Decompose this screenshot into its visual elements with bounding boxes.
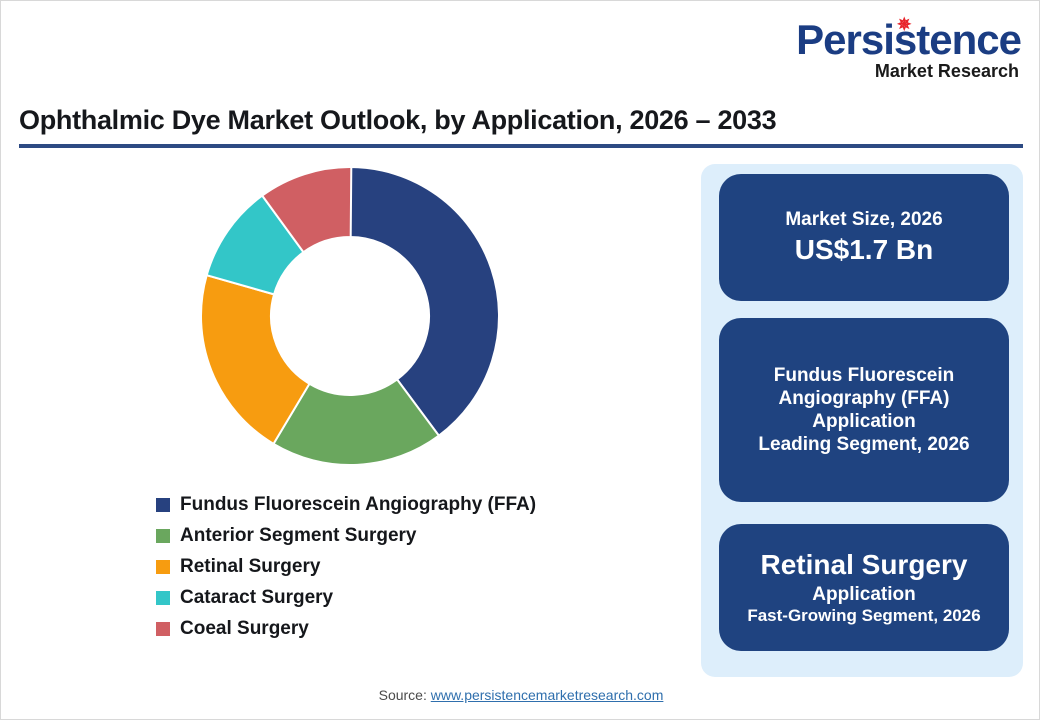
donut-slice[interactable] [349,166,500,438]
donut-chart-svg [200,166,500,466]
brand-tagline: Market Research [874,61,1019,81]
brand-name-wordmark: Persistence ✵ [796,15,1022,63]
legend-label-coeal-surgery: Coeal Surgery [180,617,309,639]
title-block: Ophthalmic Dye Market Outlook, by Applic… [19,105,1023,148]
legend-label-ffa: Fundus Fluorescein Angiography (FFA) [180,493,537,515]
card-market-size: Market Size, 2026 US$1.7 Bn [719,174,1009,301]
title-divider [19,144,1023,148]
source-prefix: Source: [378,687,431,703]
fastest-segment-line-3: Fast-Growing Segment, 2026 [747,605,981,625]
donut-slice[interactable] [200,273,311,446]
legend-item-cataract-surgery[interactable]: Cataract Surgery [156,582,536,613]
legend-item-ffa[interactable]: Fundus Fluorescein Angiography (FFA) [156,489,536,520]
legend-item-retinal-surgery[interactable]: Retinal Surgery [156,551,536,582]
market-size-label: Market Size, 2026 [785,208,943,230]
card-leading-segment: Fundus Fluorescein Angiography (FFA) App… [719,318,1009,502]
leading-segment-line-1: Fundus Fluorescein [773,364,955,386]
leading-segment-line-2: Angiography (FFA) [778,387,950,409]
leading-segment-line-3: Application [812,411,916,432]
fastest-segment-line-2: Application [812,583,916,605]
donut-slice[interactable] [272,378,441,466]
legend-swatch-cataract-surgery [156,590,170,605]
leading-segment-line-4: Leading Segment, 2026 [758,434,970,456]
donut-chart [200,166,500,466]
legend-swatch-anterior-segment-surgery [156,528,170,543]
legend-item-anterior-segment-surgery[interactable]: Anterior Segment Surgery [156,520,536,551]
highlights-panel: Market Size, 2026 US$1.7 Bn Fundus Fluor… [701,164,1023,677]
asterisk-star-icon: ✵ [897,15,911,34]
legend-label-cataract-surgery: Cataract Surgery [180,586,334,608]
chart-legend: Fundus Fluorescein Angiography (FFA) Ant… [156,489,536,644]
page-title: Ophthalmic Dye Market Outlook, by Applic… [19,105,777,135]
brand-logo: Persistence ✵ Market Research [791,15,1022,81]
source-link[interactable]: www.persistencemarketresearch.com [430,687,664,703]
market-size-value: US$1.7 Bn [794,234,934,265]
donut-slice-group [200,166,500,466]
donut-slice[interactable] [260,166,353,254]
source-line: Source: www.persistencemarketresearch.co… [1,687,1039,703]
legend-label-anterior-segment-surgery: Anterior Segment Surgery [180,524,417,546]
fastest-segment-line-1: Retinal Surgery [760,549,968,581]
legend-swatch-ffa [156,497,170,512]
legend-swatch-retinal-surgery [156,559,170,574]
card-fastest-growing-segment: Retinal Surgery Application Fast-Growing… [719,524,1009,651]
chart-area: Fundus Fluorescein Angiography (FFA) Ant… [19,159,679,669]
legend-item-coeal-surgery[interactable]: Coeal Surgery [156,613,536,644]
brand-name-text: Persistence [796,16,1022,63]
legend-label-retinal-surgery: Retinal Surgery [180,555,321,577]
legend-swatch-coeal-surgery [156,621,170,636]
